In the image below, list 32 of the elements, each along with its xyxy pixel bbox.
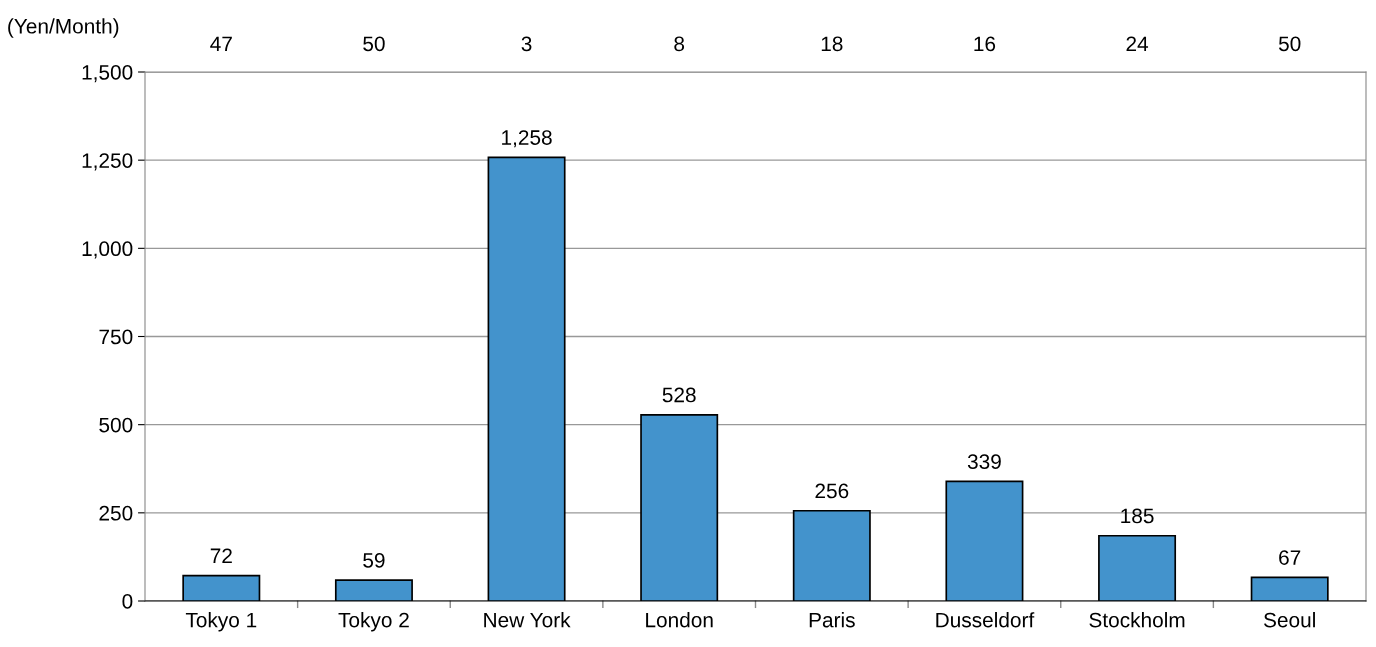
y-tick-label: 500 [99,417,133,433]
x-tick-label: Dusseldorf [936,612,1035,628]
y-axis-title: (Yen/Month) [8,18,119,38]
data-label: 339 [967,454,1001,469]
x-tick-label: Seoul [1263,612,1315,628]
x-tick-label: Tokyo 2 [338,612,409,632]
text: 47 [210,36,232,52]
y-tick-label: 1,500 [82,65,133,83]
data-label: 185 [1121,508,1154,524]
data-label: 528 [662,387,696,403]
x-tick-label: New York [484,612,571,628]
data-label: 67 [1279,550,1301,565]
x-tick-label: Tokyo 1 [185,612,257,632]
x-tick-label: London [646,612,713,628]
text: 3 [521,36,532,52]
y-tick-label: 1,000 [82,241,133,259]
y-tick-label: 750 [99,329,133,345]
data-label: 256 [815,483,849,499]
data-label: 1,258 [502,130,552,148]
y-tick-label: 0 [122,594,133,609]
text: 18 [821,36,843,52]
text: 50 [363,36,385,52]
x-tick-label: Stockholm [1089,612,1185,628]
text: 24 [1126,36,1149,52]
y-tick-label: 250 [99,505,133,521]
y-tick-label: 1,250 [82,153,133,171]
text: 8 [674,36,685,52]
data-label: 72 [210,548,232,563]
data-label: 59 [363,552,385,568]
text: 50 [1278,36,1301,52]
text: 16 [974,36,996,52]
x-tick-label: Paris [809,612,855,628]
